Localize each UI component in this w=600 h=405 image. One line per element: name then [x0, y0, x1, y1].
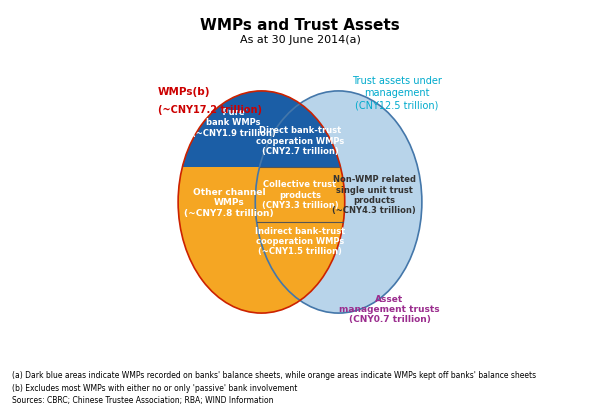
Text: Sources: CBRC; Chinese Trustee Association; RBA; WIND Information: Sources: CBRC; Chinese Trustee Associati…	[12, 395, 274, 404]
Polygon shape	[146, 167, 454, 356]
Text: (a) Dark blue areas indicate WMPs recorded on banks' balance sheets, while orang: (a) Dark blue areas indicate WMPs record…	[12, 371, 536, 379]
Ellipse shape	[178, 92, 345, 313]
Text: Other channel
WMPs
(~CNY7.8 trillion): Other channel WMPs (~CNY7.8 trillion)	[184, 188, 274, 217]
Text: WMPs and Trust Assets: WMPs and Trust Assets	[200, 18, 400, 33]
Text: WMPs(b): WMPs(b)	[158, 87, 211, 97]
Polygon shape	[146, 167, 454, 356]
Text: Non-WMP related
single unit trust
products
(~CNY4.3 trillion): Non-WMP related single unit trust produc…	[332, 175, 416, 215]
Text: As at 30 June 2014(a): As at 30 June 2014(a)	[239, 34, 361, 45]
Text: Indirect bank-trust
cooperation WMPs
(~CNY1.5 trillion): Indirect bank-trust cooperation WMPs (~C…	[255, 226, 345, 256]
Text: Collective trust
products
(CNY3.3 trillion): Collective trust products (CNY3.3 trilli…	[262, 180, 338, 210]
Ellipse shape	[178, 92, 345, 313]
Polygon shape	[146, 276, 454, 356]
Polygon shape	[146, 49, 454, 167]
Polygon shape	[146, 167, 454, 356]
Text: Asset
management trusts
(CNY0.7 trillion): Asset management trusts (CNY0.7 trillion…	[339, 294, 440, 324]
Text: Trust assets under
management
(CNY12.5 trillion): Trust assets under management (CNY12.5 t…	[352, 76, 442, 111]
Text: Direct bank-trust
cooperation WMPs
(CNY2.7 trillion): Direct bank-trust cooperation WMPs (CNY2…	[256, 126, 344, 156]
Text: 'Pure'
bank WMPs
(~CNY1.9 trillion): 'Pure' bank WMPs (~CNY1.9 trillion)	[192, 108, 275, 137]
Polygon shape	[146, 49, 454, 167]
Polygon shape	[146, 49, 454, 167]
Text: (b) Excludes most WMPs with either no or only 'passive' bank involvement: (b) Excludes most WMPs with either no or…	[12, 383, 298, 392]
Ellipse shape	[178, 92, 345, 313]
Text: (~CNY17.2 trillion): (~CNY17.2 trillion)	[158, 105, 262, 115]
Ellipse shape	[255, 92, 422, 313]
